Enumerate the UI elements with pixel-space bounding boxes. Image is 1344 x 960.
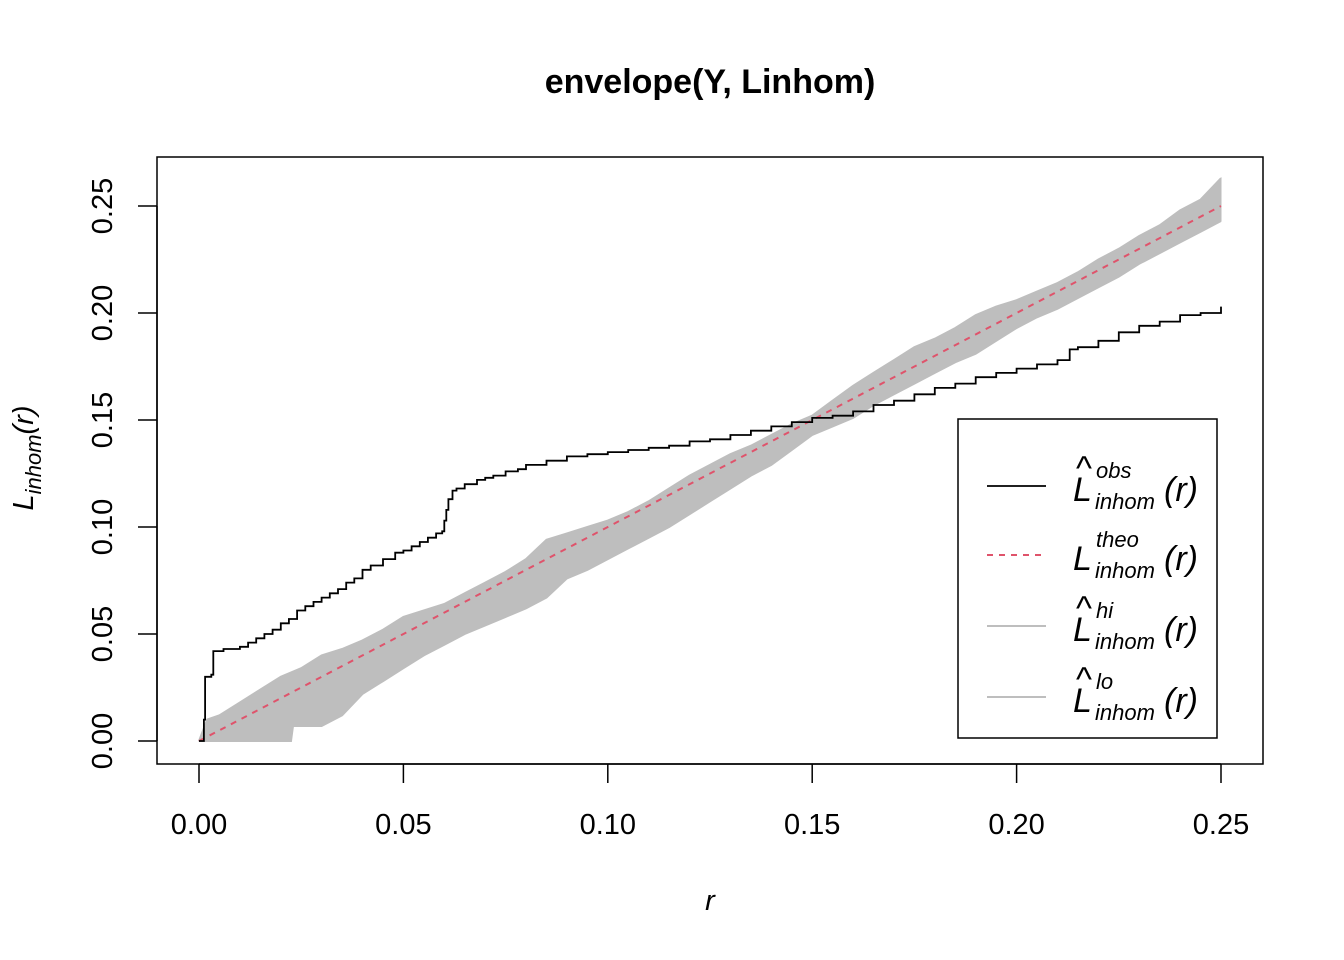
y-axis-label-base: L xyxy=(8,494,40,510)
legend-box xyxy=(957,418,1218,739)
plot-area xyxy=(198,176,1222,742)
x-axis: 0.00 0.05 0.10 0.15 0.20 0.25 xyxy=(171,763,1249,841)
legend-label-sub: inhom xyxy=(1095,489,1155,514)
y-tick-label: 0.10 xyxy=(87,499,119,555)
legend-label-arg: (r) xyxy=(1164,611,1198,649)
y-axis-label: Linhom(r) xyxy=(8,405,46,510)
x-tick-label: 0.00 xyxy=(171,809,227,841)
legend-label-sub: inhom xyxy=(1095,558,1155,583)
y-axis-label-sub: inhom xyxy=(21,434,46,494)
legend-label-sup: hi xyxy=(1096,598,1114,623)
x-tick-label: 0.25 xyxy=(1193,809,1249,841)
y-axis-label-arg: (r) xyxy=(8,405,40,434)
x-axis-label: r xyxy=(705,885,716,917)
legend-label-base: L xyxy=(1073,540,1092,578)
legend-label-hi: L^ hi inhom (r) xyxy=(1073,590,1198,654)
x-tick-label: 0.05 xyxy=(375,809,431,841)
legend-label-sup: obs xyxy=(1096,458,1131,483)
series-line-hi xyxy=(198,177,1222,742)
series-line-obs xyxy=(199,306,1222,742)
series-line-lo xyxy=(199,220,1222,742)
legend-hat-mark: ^ xyxy=(1076,450,1092,488)
legend-hat-mark: ^ xyxy=(1076,590,1092,628)
series-line-theo xyxy=(198,205,1222,742)
x-tick-label: 0.15 xyxy=(784,809,840,841)
legend-label-base: L xyxy=(1073,682,1092,720)
legend-label-arg: (r) xyxy=(1164,540,1198,578)
legend-label-sub: inhom xyxy=(1095,629,1155,654)
chart-title: envelope(Y, Linhom) xyxy=(545,63,876,101)
legend-label-sub: inhom xyxy=(1095,700,1155,725)
legend-label-base: L xyxy=(1073,611,1092,649)
y-axis: 0.00 0.05 0.10 0.15 0.20 0.25 xyxy=(87,178,158,769)
y-tick-label: 0.15 xyxy=(87,392,119,448)
y-tick-label: 0.20 xyxy=(87,285,119,341)
x-tick-label: 0.10 xyxy=(580,809,636,841)
legend-hat-mark: ^ xyxy=(1076,661,1092,699)
svg-text:Linhom(r): Linhom(r) xyxy=(8,405,46,510)
envelope-band-layer xyxy=(198,176,1222,742)
legend-label-sup: lo xyxy=(1096,669,1113,694)
y-tick-label: 0.05 xyxy=(87,606,119,662)
legend-label-obs: L^ obs inhom (r) xyxy=(1073,450,1198,514)
legend-label-base: L xyxy=(1073,471,1092,509)
legend-label-lo: L^ lo inhom (r) xyxy=(1073,661,1198,725)
series-lines-layer xyxy=(198,205,1222,742)
legend-label-arg: (r) xyxy=(1164,682,1198,720)
y-tick-label: 0.25 xyxy=(87,178,119,234)
x-tick-label: 0.20 xyxy=(988,809,1044,841)
legend-label-sup: theo xyxy=(1096,527,1139,552)
y-tick-label: 0.00 xyxy=(87,713,119,769)
legend-label-arg: (r) xyxy=(1164,471,1198,509)
